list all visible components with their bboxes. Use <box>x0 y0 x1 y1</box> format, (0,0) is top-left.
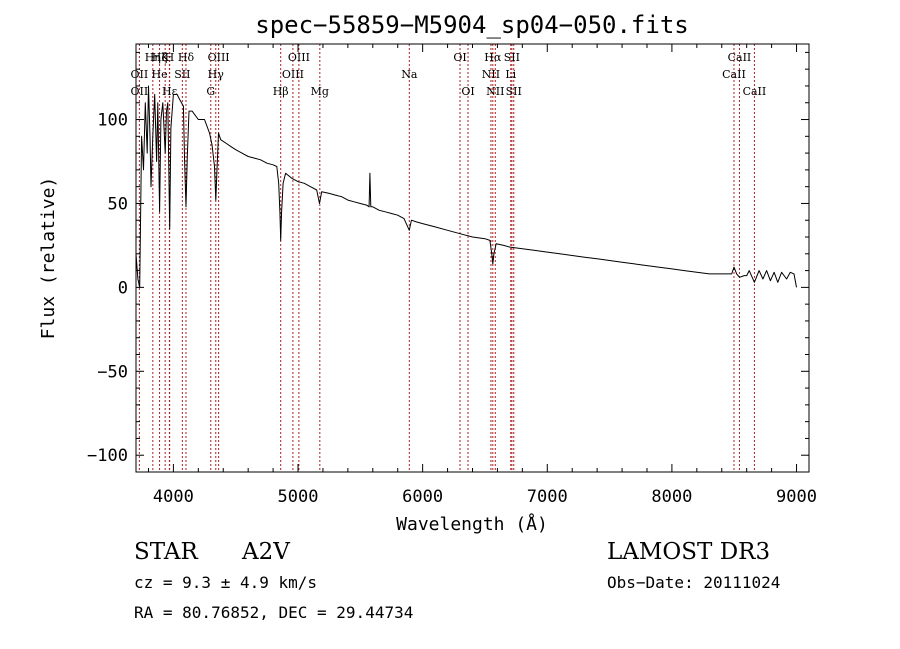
spectrum-line <box>135 85 797 288</box>
survey-name: LAMOST DR3 <box>607 539 771 565</box>
y-tick-label: −100 <box>87 446 128 466</box>
x-tick-label: 5000 <box>278 487 319 507</box>
y-tick-label: 50 <box>108 194 128 214</box>
x-tick-label: 9000 <box>776 487 817 507</box>
line-label: SII <box>174 68 190 81</box>
x-tick-label: 7000 <box>527 487 568 507</box>
line-label: OI <box>461 85 474 98</box>
line-label: Hζ <box>152 51 168 64</box>
line-label: CaII <box>743 85 767 98</box>
line-label: K <box>161 51 170 64</box>
line-label: OIII <box>282 68 304 81</box>
chart-title: spec−55859−M5904_sp04−050.fits <box>255 11 688 39</box>
x-tick-label: 8000 <box>651 487 692 507</box>
x-axis-label: Wavelength (Å) <box>396 513 548 535</box>
line-label: OII <box>131 85 149 98</box>
object-class: STAR <box>134 539 198 565</box>
coordinates: RA = 80.76852, DEC = 29.44734 <box>134 603 414 622</box>
line-label: SII <box>504 51 520 64</box>
line-label: Hα <box>484 51 502 64</box>
line-label: Na <box>401 68 418 81</box>
line-label: Hβ <box>273 85 289 98</box>
y-tick-label: −50 <box>97 362 128 382</box>
line-label: OII <box>131 68 149 81</box>
line-label: OIII <box>288 51 310 64</box>
y-tick-label: 0 <box>118 278 128 298</box>
line-label: H <box>165 51 175 64</box>
obs-date: Obs−Date: 20111024 <box>607 573 781 592</box>
y-axis: 100 50 0 −50 −100 <box>87 51 809 466</box>
line-label: CaII <box>728 51 752 64</box>
plot-frame <box>135 43 810 473</box>
x-axis: 4000 5000 6000 7000 8000 9000 <box>147 44 817 507</box>
line-markers <box>138 44 755 472</box>
line-label: Hη <box>145 51 161 64</box>
line-label: Hδ <box>178 51 195 64</box>
line-label: SII <box>506 85 522 98</box>
y-axis-label: Flux (relative) <box>38 177 59 340</box>
line-label: OIII <box>208 51 230 64</box>
x-tick-label: 6000 <box>402 487 443 507</box>
line-label: He <box>152 68 168 81</box>
line-label: NII <box>486 85 504 98</box>
line-label: Hε <box>162 85 178 98</box>
line-label: OI <box>453 51 466 64</box>
line-label: G <box>206 85 215 98</box>
redshift-text: cz = 9.3 ± 4.9 km/s <box>134 573 318 592</box>
x-tick-label: 4000 <box>153 487 194 507</box>
object-subclass: A2V <box>242 539 290 565</box>
y-tick-label: 100 <box>97 111 128 131</box>
line-label: CaII <box>722 68 746 81</box>
line-label: NII <box>482 68 500 81</box>
line-label: Li <box>505 68 516 81</box>
line-label: Mg <box>311 85 329 98</box>
line-label: Hγ <box>208 68 225 81</box>
